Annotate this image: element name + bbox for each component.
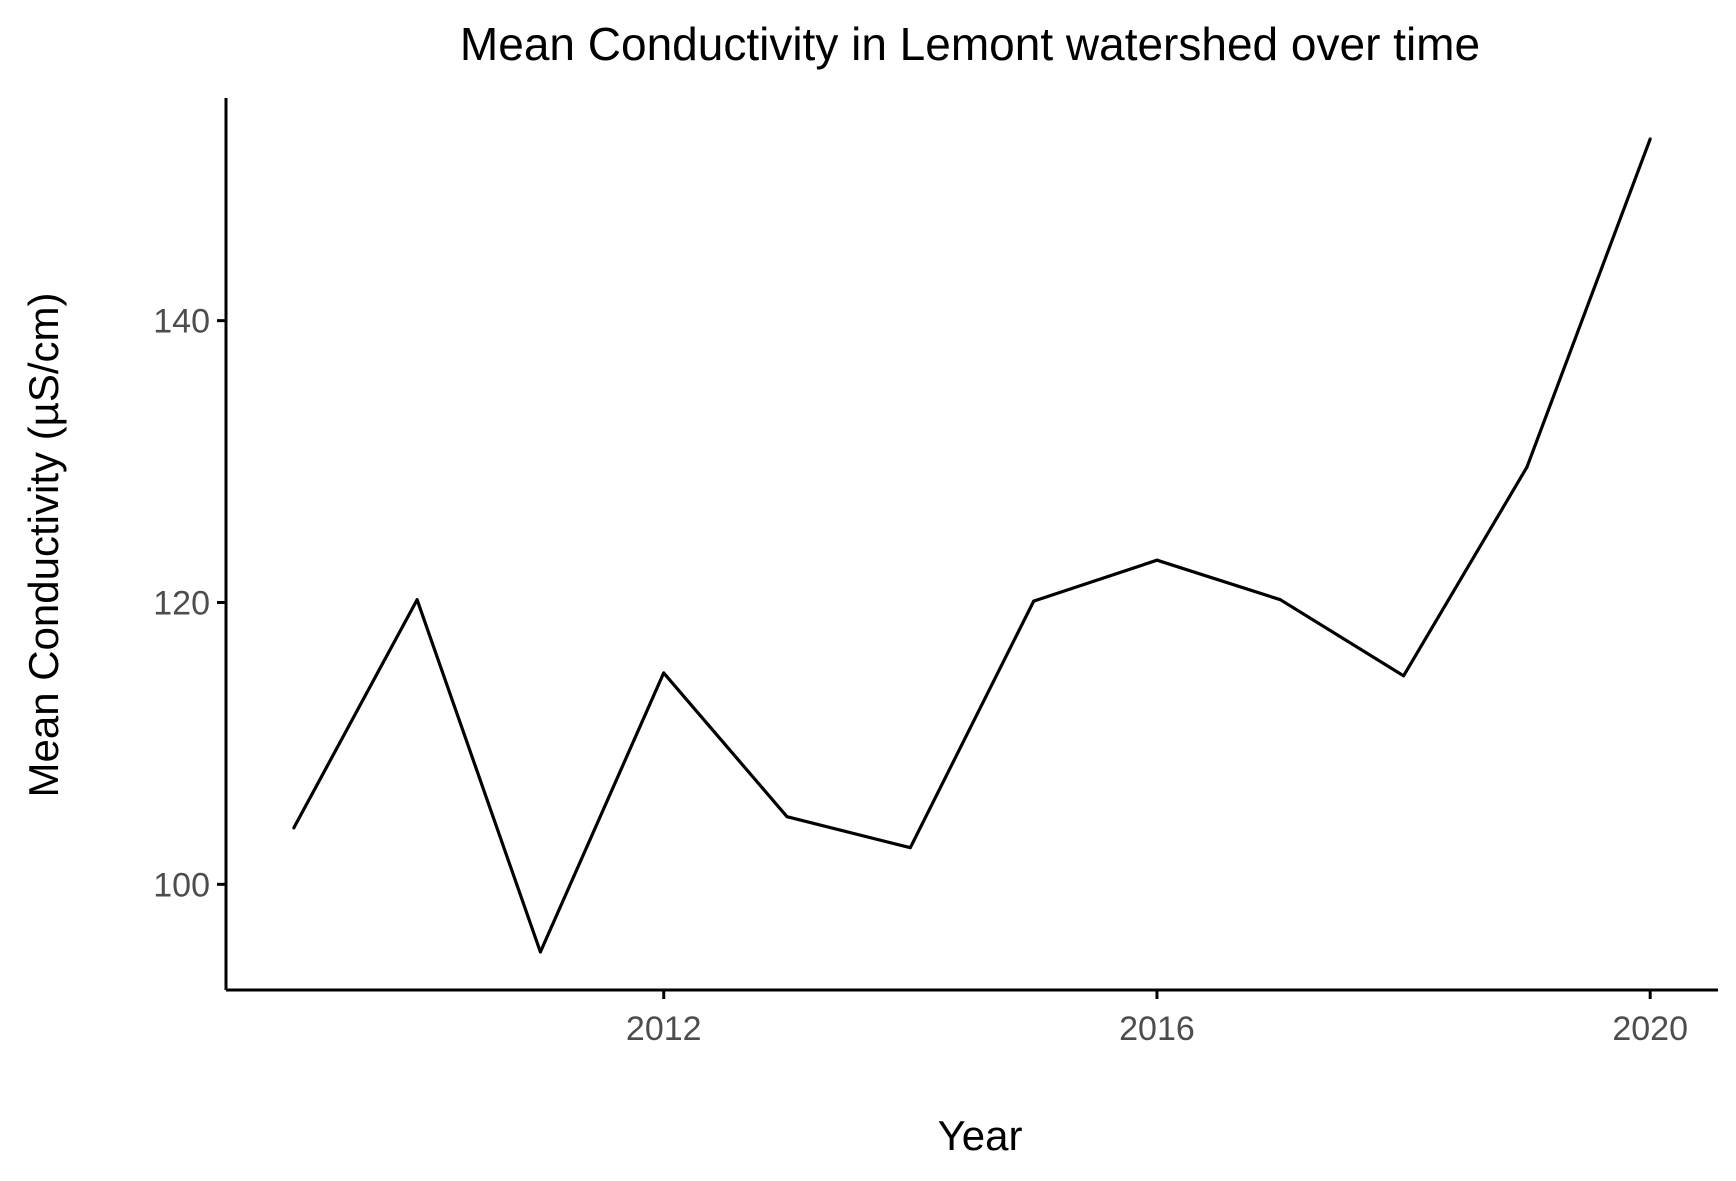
x-tick-label-2020: 2020 xyxy=(1612,1010,1688,1048)
x-axis-title: Year xyxy=(938,1112,1023,1159)
series-line-0 xyxy=(292,138,1652,954)
y-tick-label-140: 140 xyxy=(153,303,210,341)
y-tick-label-120: 120 xyxy=(153,584,210,622)
x-tick-label-2012: 2012 xyxy=(626,1010,702,1048)
data-point-2011 xyxy=(538,950,542,954)
data-point-2013 xyxy=(785,815,789,819)
y-axis-ticks: 100 120 140 xyxy=(153,303,226,904)
data-point-2018 xyxy=(1402,674,1406,678)
x-tick-label-2016: 2016 xyxy=(1119,1010,1195,1048)
series-layer xyxy=(292,137,1652,954)
data-point-2016 xyxy=(1155,558,1159,562)
data-point-2009 xyxy=(292,826,296,830)
data-point-2020 xyxy=(1648,137,1652,141)
y-axis-title: Mean Conductivity (µS/cm) xyxy=(20,292,67,797)
data-point-2017 xyxy=(1278,598,1282,602)
data-point-2015 xyxy=(1032,599,1036,603)
data-point-2012 xyxy=(662,671,666,675)
data-point-2014 xyxy=(908,846,912,850)
chart-title: Mean Conductivity in Lemont watershed ov… xyxy=(460,18,1480,70)
data-point-2010 xyxy=(415,598,419,602)
x-axis-ticks: 2012 2016 2020 xyxy=(626,990,1688,1048)
data-point-2019 xyxy=(1525,465,1529,469)
y-tick-label-100: 100 xyxy=(153,866,210,904)
